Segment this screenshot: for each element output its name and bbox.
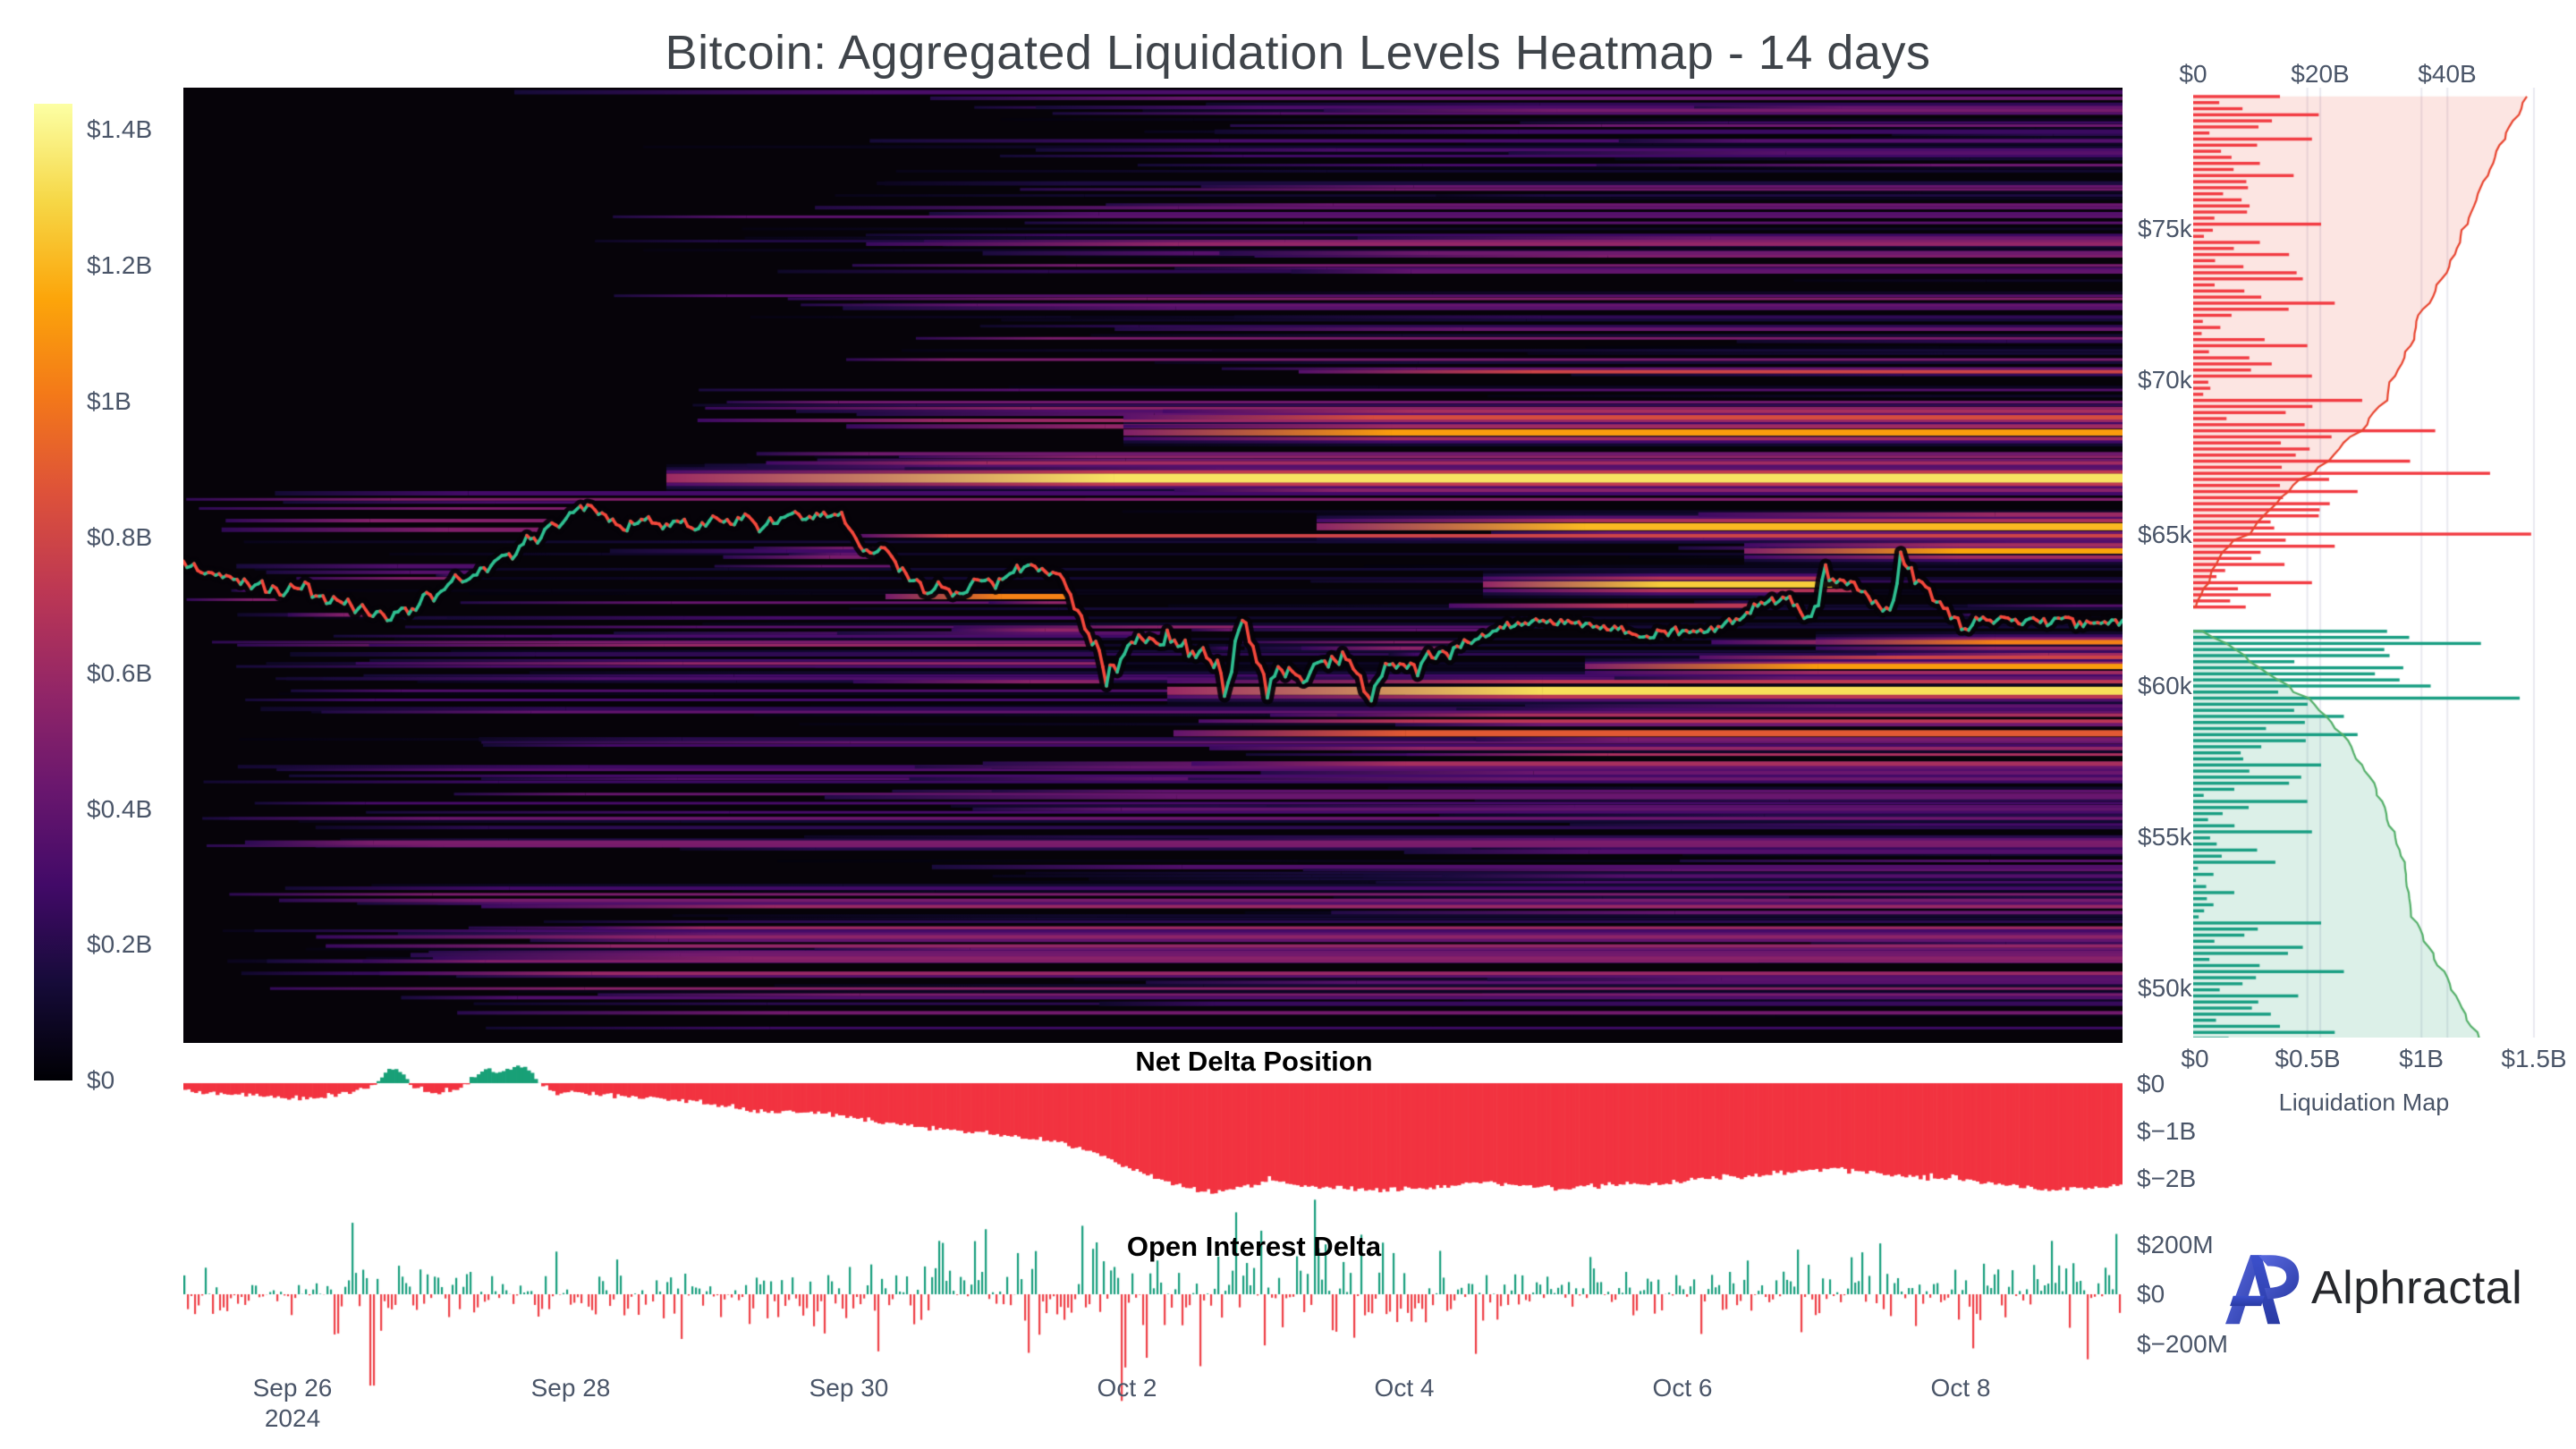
x-tick-sep30: Sep 30 [809, 1374, 889, 1402]
x-tick-sep26: Sep 26 [252, 1374, 333, 1402]
colorbar-tick-0p2b: $0.2B [87, 930, 153, 958]
x-tick-oct8: Oct 8 [1930, 1374, 1991, 1402]
price-tick-60k: $60k [2138, 672, 2192, 699]
x-tick-oct6: Oct 6 [1652, 1374, 1713, 1402]
price-tick-70k: $70k [2138, 366, 2192, 394]
colorbar-tick-0: $0 [87, 1066, 115, 1094]
liqmap-bottom-tick-15b: $1.5B [2501, 1045, 2567, 1072]
colorbar-tick-0p6b: $0.6B [87, 659, 153, 687]
price-tick-55k: $55k [2138, 823, 2192, 851]
x-tick-sep28: Sep 28 [530, 1374, 611, 1402]
netdelta-tick-m2: $−2B [2137, 1165, 2197, 1192]
netdelta-tick-0: $0 [2137, 1070, 2165, 1097]
x-tick-sep26-year: 2024 [264, 1404, 321, 1432]
price-tick-65k: $65k [2138, 521, 2192, 548]
page-title: Bitcoin: Aggregated Liquidation Levels H… [665, 26, 1931, 80]
colorbar-tick-1b: $1B [87, 387, 131, 415]
netdelta-tick-m1: $−1B [2137, 1117, 2197, 1145]
price-tick-50k: $50k [2138, 974, 2192, 1002]
liqmap-top-tick-20b: $20B [2291, 60, 2350, 88]
net-delta-plot[interactable] [183, 1058, 2123, 1198]
liqmap-top-tick-0: $0 [2179, 60, 2207, 88]
liquidation-map-plot[interactable] [2193, 88, 2536, 1038]
open-interest-delta-plot[interactable] [183, 1199, 2123, 1406]
oidelta-tick-200m: $200M [2137, 1231, 2214, 1258]
logo-a-bar [2230, 1295, 2265, 1307]
oidelta-tick-0: $0 [2137, 1280, 2165, 1308]
price-tick-75k: $75k [2138, 215, 2192, 242]
colorbar-tick-0p8b: $0.8B [87, 523, 153, 551]
liqmap-bottom-tick-0: $0 [2181, 1045, 2209, 1072]
liqmap-bottom-tick-05b: $0.5B [2275, 1045, 2341, 1072]
oidelta-tick-m200m: $−200M [2137, 1330, 2228, 1358]
liqmap-title: Liquidation Map [2278, 1089, 2450, 1116]
x-tick-oct4: Oct 4 [1374, 1374, 1435, 1402]
liqmap-top-tick-40b: $40B [2418, 60, 2477, 88]
alphractal-logo-icon [2225, 1255, 2300, 1325]
net-delta-title: Net Delta Position [1135, 1046, 1373, 1077]
liqmap-bottom-tick-1b: $1B [2399, 1045, 2444, 1072]
logo-text: Alphractal [2311, 1262, 2523, 1314]
colorbar-tick-0p4b: $0.4B [87, 795, 153, 823]
colorbar-tick-1p4b: $1.4B [87, 115, 153, 143]
x-tick-oct2: Oct 2 [1097, 1374, 1157, 1402]
colorbar-gradient [34, 104, 72, 1080]
colorbar-tick-1p2b: $1.2B [87, 251, 153, 279]
oi-delta-title: Open Interest Delta [1126, 1231, 1382, 1262]
logo-p-bowl [2258, 1255, 2300, 1300]
liquidation-heatmap-plot[interactable] [183, 88, 2123, 1043]
logo-a-left [2225, 1255, 2262, 1325]
